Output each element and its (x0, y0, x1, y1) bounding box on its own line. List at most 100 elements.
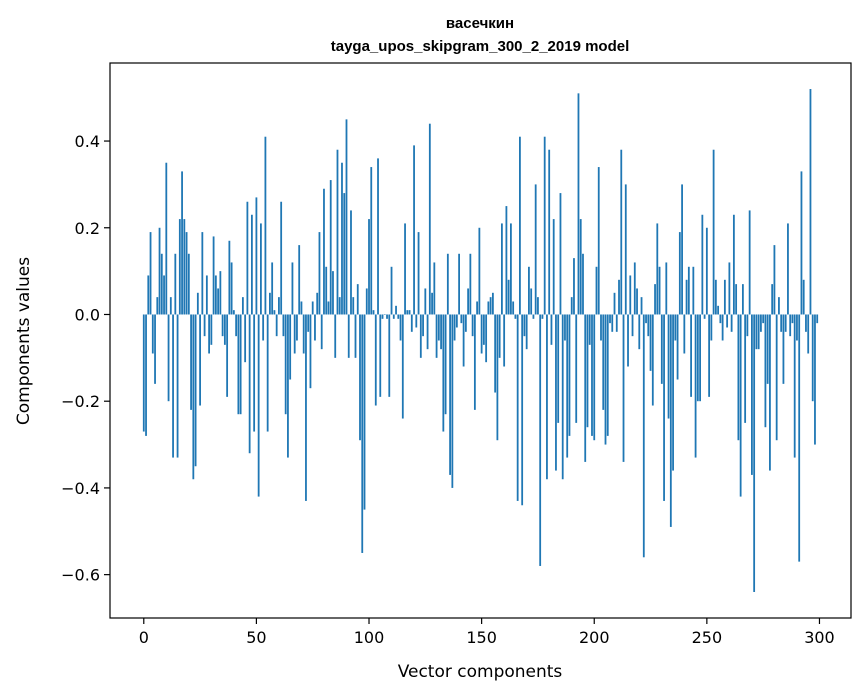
bar (246, 201, 249, 315)
bar (739, 314, 742, 497)
bar (629, 275, 632, 315)
x-tick-label: 100 (354, 628, 385, 647)
bar (579, 219, 582, 315)
bar (428, 123, 431, 315)
bar (275, 314, 278, 337)
bar (151, 314, 154, 354)
bar (318, 232, 321, 315)
bar (512, 301, 515, 315)
bar (219, 271, 222, 315)
bar (178, 219, 181, 315)
bar (361, 314, 364, 553)
bar (280, 201, 283, 315)
bar (458, 253, 460, 315)
bar (372, 310, 375, 315)
y-tick-label: 0.0 (75, 305, 100, 324)
bar (588, 314, 591, 345)
bar (352, 297, 355, 315)
bar (651, 314, 654, 406)
bar (194, 314, 197, 467)
bar (489, 297, 492, 315)
bar (618, 279, 620, 315)
chart-title: васечкин (446, 15, 514, 32)
bar (250, 214, 253, 315)
x-tick-label: 0 (139, 628, 149, 647)
bar (311, 301, 314, 315)
bar (257, 314, 260, 497)
bar (660, 314, 663, 384)
bar (287, 314, 289, 458)
y-tick-label: −0.6 (61, 566, 100, 585)
bar (575, 314, 578, 423)
bar (174, 253, 177, 315)
bar (381, 314, 384, 319)
bar (442, 314, 445, 432)
bar (595, 266, 598, 315)
bar (214, 275, 217, 315)
bar (710, 314, 713, 341)
bar (289, 314, 292, 380)
bar (766, 314, 769, 384)
bar (546, 314, 548, 480)
bar (798, 314, 801, 562)
bar (473, 314, 476, 410)
bar (498, 314, 501, 358)
bar (203, 314, 206, 337)
bar (341, 162, 343, 315)
bar (676, 314, 679, 380)
bar (735, 284, 738, 315)
bar (163, 275, 165, 315)
bar (296, 314, 298, 341)
bar (683, 314, 686, 354)
bar (611, 314, 614, 332)
bar (478, 227, 481, 315)
bar (154, 314, 156, 384)
bar (413, 145, 415, 315)
bar (424, 288, 427, 315)
y-axis-ticks: −0.6 −0.4 −0.2 0.0 0.2 0.4 (61, 132, 110, 585)
bar (622, 314, 625, 462)
bar (510, 223, 512, 315)
bar (532, 314, 535, 319)
bar (552, 219, 555, 315)
bar (307, 314, 310, 332)
bar (627, 314, 629, 367)
bar (645, 314, 647, 324)
bar (748, 210, 751, 315)
bar (548, 149, 551, 315)
bar (444, 314, 447, 415)
bar (796, 314, 798, 341)
bar (674, 314, 677, 341)
bar (273, 310, 276, 315)
bar (507, 279, 510, 315)
bar (359, 314, 361, 441)
bar (631, 314, 634, 337)
bar (514, 314, 517, 319)
bar (201, 232, 204, 315)
bar (464, 314, 467, 332)
bar (417, 232, 420, 315)
bar (789, 314, 792, 337)
bar (404, 223, 406, 315)
bar (230, 262, 233, 315)
bar (476, 301, 479, 315)
bar (613, 292, 616, 315)
bar (530, 288, 533, 315)
bar (334, 314, 337, 358)
bar (769, 314, 771, 471)
chart-subtitle: tayga_upos_skipgram_300_2_2019 model (331, 38, 630, 55)
bar (586, 314, 589, 428)
bar (325, 266, 328, 315)
bar (609, 314, 611, 324)
bar (701, 214, 704, 315)
bar (147, 275, 150, 315)
bar (462, 314, 465, 367)
bar (602, 314, 605, 410)
bar (399, 314, 402, 341)
bar (467, 288, 470, 315)
bar (593, 314, 596, 441)
bar (226, 314, 229, 397)
y-tick-label: −0.4 (61, 479, 100, 498)
bar (597, 167, 600, 315)
bar (377, 158, 379, 315)
